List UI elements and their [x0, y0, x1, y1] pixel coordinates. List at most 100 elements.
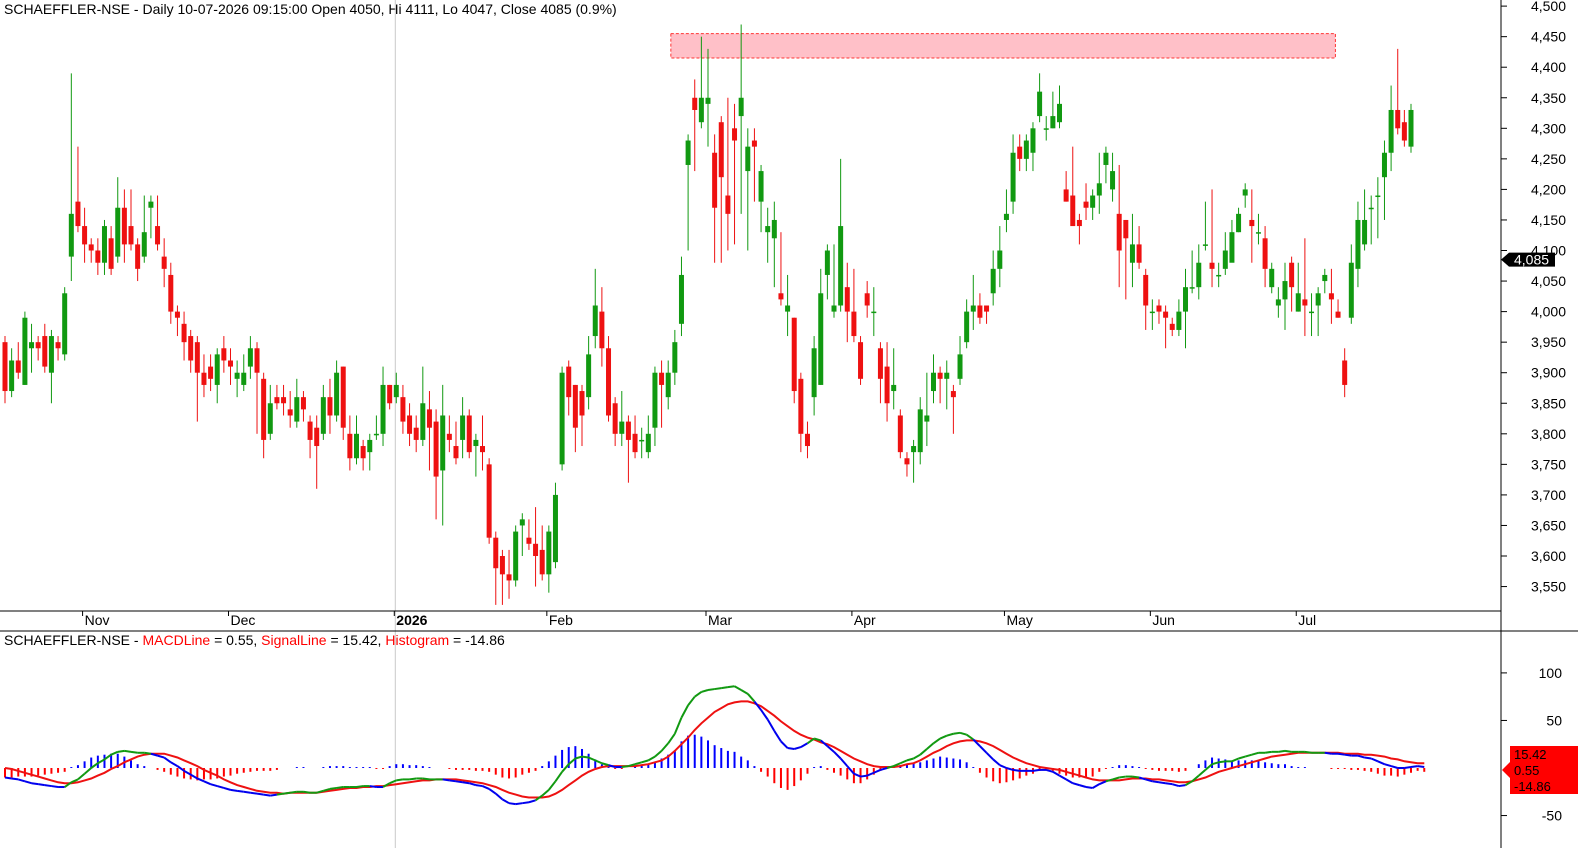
- candle-body: [234, 372, 240, 379]
- macd-line-segment: [554, 771, 563, 782]
- candle: [791, 317, 797, 404]
- candle-body: [287, 409, 293, 416]
- candle-body: [639, 439, 645, 442]
- candle: [1355, 201, 1361, 288]
- candle: [1348, 244, 1354, 324]
- candle: [88, 238, 94, 263]
- macd-line-segment: [839, 757, 849, 767]
- candle: [1262, 226, 1268, 288]
- candle: [473, 433, 479, 477]
- y-tick-label: 3,550: [1531, 579, 1566, 595]
- candle: [128, 189, 134, 251]
- candle: [360, 439, 366, 471]
- macd-line-segment: [906, 757, 914, 762]
- candle-body: [1342, 360, 1348, 385]
- candle-body: [1063, 189, 1069, 202]
- candle: [62, 287, 68, 361]
- candle: [864, 281, 870, 318]
- candle: [254, 342, 260, 434]
- candle: [1037, 73, 1043, 123]
- candle-body: [844, 287, 850, 312]
- candle: [884, 342, 890, 422]
- candle: [652, 366, 658, 447]
- macd-line-segment: [561, 763, 570, 773]
- candle: [42, 323, 48, 373]
- candle: [1003, 189, 1009, 233]
- candle-body: [1362, 219, 1368, 245]
- macd-y-tick-label: -50: [1542, 808, 1562, 824]
- macd-line-segment: [51, 785, 59, 789]
- candle: [55, 336, 61, 361]
- candle: [990, 250, 996, 306]
- candle-body: [1196, 262, 1202, 288]
- macd-line-segment: [475, 784, 483, 788]
- macd-line-segment: [1045, 768, 1054, 773]
- macd-line-segment: [680, 704, 689, 719]
- macd-line-segment: [223, 787, 231, 791]
- candle-body: [1395, 109, 1401, 129]
- candle: [1401, 109, 1407, 147]
- candle: [1110, 152, 1116, 202]
- candle: [1368, 195, 1374, 245]
- candle: [586, 336, 592, 410]
- macd-line-segment: [90, 762, 99, 769]
- candle-body: [1368, 207, 1374, 210]
- macd-line-segment: [594, 759, 603, 765]
- candle: [1362, 189, 1368, 251]
- candle: [1328, 268, 1334, 324]
- candle: [871, 287, 877, 337]
- macd-line-segment: [1059, 774, 1067, 781]
- macd-line-segment: [256, 792, 264, 796]
- candle-body: [307, 421, 313, 440]
- macd-line-segment: [163, 756, 172, 764]
- macd-line-segment: [740, 689, 749, 695]
- candle: [499, 549, 505, 605]
- y-tick-label: 3,850: [1531, 395, 1566, 411]
- candle-body: [824, 250, 830, 275]
- candle-body: [347, 433, 353, 459]
- candle: [466, 409, 472, 459]
- candle: [877, 342, 883, 404]
- candle-body: [181, 323, 187, 343]
- macd-line-segment: [979, 745, 988, 754]
- candle-body: [1083, 201, 1089, 208]
- candle-body: [135, 244, 141, 269]
- macd-line-segment: [634, 761, 642, 766]
- candle-body: [1050, 116, 1056, 129]
- candle-body: [1189, 287, 1195, 289]
- candle-body: [300, 397, 306, 410]
- candle-body: [871, 311, 877, 314]
- candle: [1143, 268, 1149, 330]
- macd-line-segment: [103, 753, 112, 761]
- candle: [659, 360, 665, 428]
- y-tick-label: 4,400: [1531, 59, 1566, 75]
- macd-line-segment: [270, 793, 278, 797]
- candle-body: [1236, 213, 1242, 233]
- macd-line-segment: [1171, 783, 1180, 788]
- candle-body: [957, 354, 963, 379]
- macd-line-segment: [1324, 751, 1332, 755]
- macd-line-segment: [1052, 770, 1060, 777]
- macd-y-tick-label: 50: [1546, 712, 1562, 728]
- symbol-label: SCHAEFFLER-NSE: [4, 1, 131, 17]
- candle-body: [1209, 262, 1215, 269]
- candle: [347, 415, 353, 471]
- candle-body: [718, 122, 724, 178]
- candle-body: [645, 433, 651, 453]
- y-tick-label: 4,350: [1531, 90, 1566, 106]
- candle-body: [155, 226, 161, 245]
- macd-line-segment: [893, 762, 901, 768]
- candle-body: [141, 232, 147, 257]
- candle-body: [440, 415, 446, 471]
- macd-line-segment: [1185, 780, 1193, 786]
- candle-body: [758, 171, 764, 202]
- candle: [1381, 140, 1387, 220]
- macd-line-segment: [1251, 751, 1259, 756]
- candle-body: [148, 201, 154, 208]
- candle-body: [1156, 305, 1162, 312]
- macd-line-segment: [860, 774, 868, 778]
- candle-body: [68, 213, 74, 257]
- candle: [101, 219, 107, 275]
- candle: [811, 336, 817, 416]
